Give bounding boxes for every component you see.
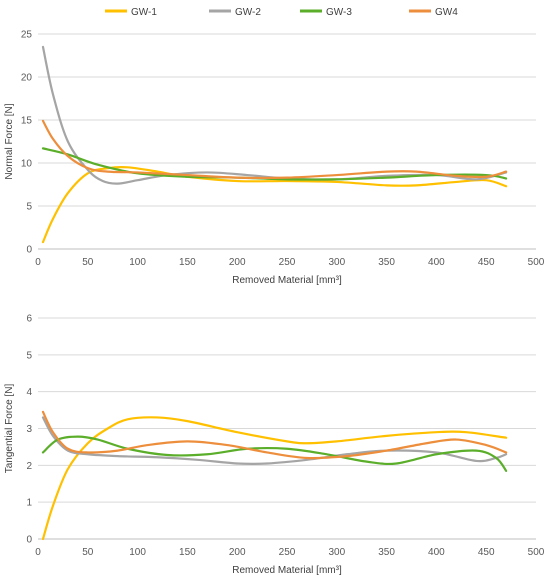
chart-tangential-force: 0 1 2 3 4 5 6 0 50 100 150 200 250 300 350 400 450 500 Rem…	[4, 314, 545, 577]
x-axis-title: Removed Material [mm³]	[232, 275, 342, 286]
y-tick-label: 15	[21, 116, 33, 127]
series-line-gw-3	[41, 147, 508, 181]
legend-label: GW-3	[326, 7, 352, 18]
x-tick-label: 0	[35, 547, 41, 558]
y-tick-label: 25	[21, 30, 33, 41]
x-tick-label: 250	[279, 547, 296, 558]
y-tick-label: 0	[26, 245, 32, 256]
y-axis-title: Tangential Force [N]	[4, 384, 15, 474]
series-line-gw-1	[41, 165, 508, 244]
legend: GW-1 GW-2 GW-3 GW4	[105, 7, 458, 18]
x-tick-label: 150	[179, 257, 196, 268]
x-tick-label: 250	[279, 257, 296, 268]
x-tick-label: 200	[229, 257, 246, 268]
y-tick-label: 6	[26, 314, 32, 325]
x-tick-label: 350	[378, 257, 395, 268]
y-tick-label: 3	[26, 424, 32, 435]
x-tick-label: 400	[428, 547, 445, 558]
legend-label: GW-1	[131, 7, 157, 18]
x-tick-label: 200	[229, 547, 246, 558]
y-tick-label: 0	[26, 535, 32, 546]
x-tick-label: 450	[478, 257, 495, 268]
y-tick-label: 4	[26, 387, 32, 398]
x-tick-label: 500	[528, 547, 545, 558]
x-tick-label: 400	[428, 257, 445, 268]
series-line-gw-1	[41, 416, 508, 541]
series-line-gw4	[41, 119, 508, 180]
y-axis-title: Normal Force [N]	[4, 103, 15, 179]
series-line-gw-2	[41, 416, 508, 466]
x-tick-label: 300	[328, 257, 345, 268]
y-tick-label: 1	[26, 498, 32, 509]
x-tick-label: 300	[328, 547, 345, 558]
x-tick-label: 450	[478, 547, 495, 558]
x-tick-label: 500	[528, 257, 545, 268]
x-axis-title: Removed Material [mm³]	[232, 565, 342, 576]
y-tick-label: 2	[26, 461, 32, 472]
y-tick-label: 20	[21, 73, 33, 84]
y-tick-label: 5	[26, 202, 32, 213]
y-tick-label: 5	[26, 350, 32, 361]
legend-label: GW-2	[235, 7, 261, 18]
x-tick-label: 0	[35, 257, 41, 268]
x-tick-label: 350	[378, 547, 395, 558]
series-line-gw-3	[41, 435, 508, 472]
x-tick-label: 50	[82, 547, 94, 558]
x-tick-label: 100	[129, 257, 146, 268]
legend-label: GW4	[435, 7, 458, 18]
x-tick-label: 100	[129, 547, 146, 558]
y-tick-label: 10	[21, 159, 33, 170]
series-line-gw4	[41, 410, 508, 460]
x-tick-label: 150	[179, 547, 196, 558]
x-tick-label: 50	[82, 257, 94, 268]
